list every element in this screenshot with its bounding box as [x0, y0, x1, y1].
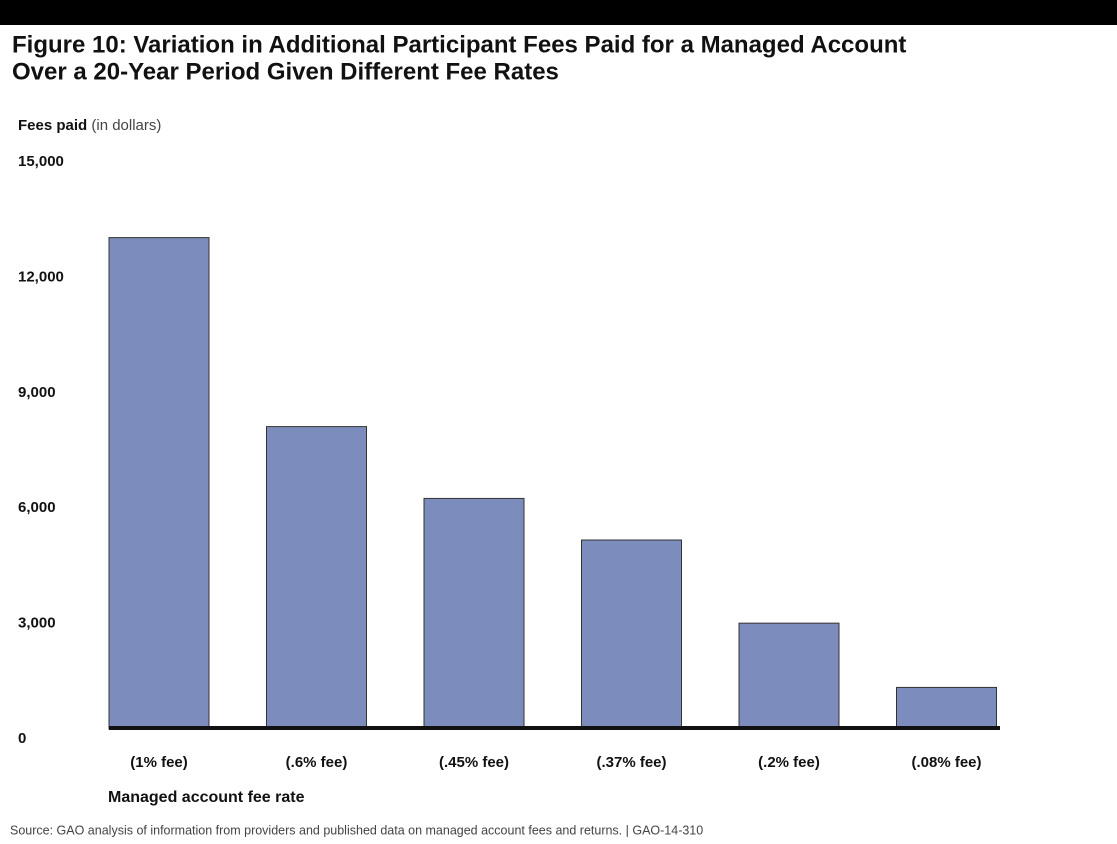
- x-tick-label: (.45% fee): [439, 754, 509, 771]
- x-tick-label: (1% fee): [130, 754, 188, 771]
- x-tick-label: (.08% fee): [911, 754, 981, 771]
- x-tick-label: (.37% fee): [596, 754, 666, 771]
- bar: [423, 497, 525, 730]
- source-note: Source: GAO analysis of information from…: [10, 823, 703, 837]
- bar: [108, 237, 210, 730]
- x-axis-label: Managed account fee rate: [108, 789, 305, 806]
- chart-title: Figure 10: Variation in Additional Parti…: [12, 31, 906, 58]
- y-tick-label: 12,000: [18, 268, 64, 285]
- y-tick-label: 6,000: [18, 499, 56, 516]
- x-tick-label: (.2% fee): [758, 754, 820, 771]
- y-tick-label: 3,000: [18, 615, 56, 632]
- bar: [896, 686, 997, 730]
- bar: [581, 539, 682, 730]
- y-label-main: Fees paid: [18, 117, 87, 134]
- chart-title: Over a 20-Year Period Given Different Fe…: [12, 58, 559, 85]
- y-tick-label: 9,000: [18, 384, 56, 401]
- bar: [266, 426, 367, 730]
- y-tick-label: 15,000: [18, 153, 64, 170]
- bar: [738, 622, 840, 730]
- x-tick-label: (.6% fee): [286, 754, 348, 771]
- y-label-unit: (in dollars): [91, 117, 161, 134]
- y-axis-label: Fees paid (in dollars): [18, 117, 161, 134]
- y-tick-label: 0: [18, 730, 26, 747]
- top-bar: [0, 0, 1117, 25]
